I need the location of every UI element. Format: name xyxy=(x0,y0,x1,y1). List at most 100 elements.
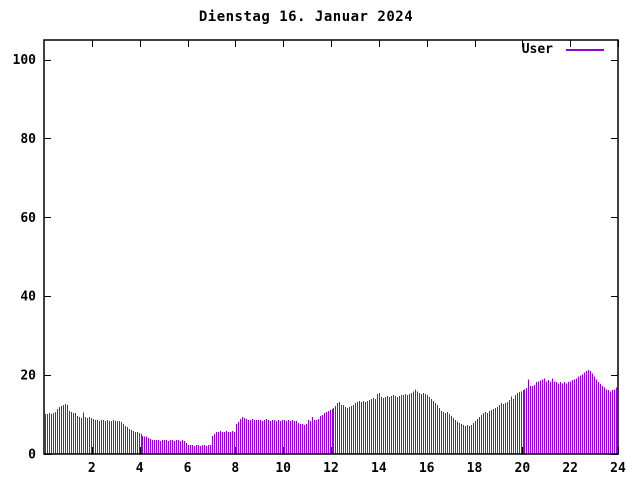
bar xyxy=(228,431,229,454)
bar xyxy=(461,424,462,454)
bar xyxy=(328,410,329,454)
bar xyxy=(45,414,46,454)
bar xyxy=(415,389,416,454)
bar xyxy=(503,403,504,454)
bar xyxy=(274,420,275,454)
bar xyxy=(337,403,338,454)
bar xyxy=(300,424,301,454)
y-tick-label: 0 xyxy=(28,448,36,463)
bar xyxy=(162,440,163,454)
bar xyxy=(355,403,356,454)
bar xyxy=(409,394,410,454)
bar xyxy=(81,418,82,454)
bar xyxy=(312,416,313,454)
bar xyxy=(359,401,360,454)
bar xyxy=(248,420,249,454)
bar xyxy=(55,412,56,454)
bar xyxy=(107,420,108,454)
bar xyxy=(133,431,134,454)
bar xyxy=(170,440,171,454)
y-tick-label: 100 xyxy=(13,53,37,68)
bar xyxy=(166,440,167,454)
bar xyxy=(95,420,96,454)
bar xyxy=(333,408,334,454)
bar xyxy=(160,440,161,454)
bar xyxy=(113,420,114,454)
bar xyxy=(425,394,426,454)
bar xyxy=(262,420,263,454)
bar xyxy=(158,440,159,454)
bar xyxy=(250,420,251,454)
bar xyxy=(220,431,221,454)
bar xyxy=(365,401,366,454)
x-tick-label: 12 xyxy=(323,461,339,476)
bar xyxy=(367,401,368,454)
bar xyxy=(156,440,157,454)
bar xyxy=(144,436,145,454)
bar xyxy=(349,407,350,454)
bar xyxy=(449,414,450,454)
bar xyxy=(429,397,430,454)
bar xyxy=(276,420,277,454)
bar xyxy=(256,420,257,454)
bar xyxy=(574,379,575,454)
bar xyxy=(137,431,138,454)
bar xyxy=(451,416,452,454)
bar xyxy=(572,380,573,454)
bar xyxy=(544,378,545,454)
bar xyxy=(604,387,605,454)
bar xyxy=(475,420,476,454)
bar xyxy=(306,424,307,454)
bar xyxy=(214,433,215,454)
bar xyxy=(483,412,484,454)
bar xyxy=(395,396,396,454)
bar xyxy=(198,444,199,454)
bar xyxy=(491,410,492,454)
bar xyxy=(401,395,402,454)
bar xyxy=(222,431,223,454)
bar xyxy=(513,399,514,454)
bar xyxy=(89,416,90,454)
bar xyxy=(582,374,583,454)
bar xyxy=(377,394,378,454)
bar xyxy=(332,409,333,454)
bar xyxy=(294,420,295,454)
bar xyxy=(246,418,247,454)
bar xyxy=(469,425,470,454)
bar xyxy=(75,412,76,454)
bar xyxy=(598,382,599,454)
bar xyxy=(326,412,327,454)
bar xyxy=(463,425,464,454)
bar xyxy=(174,440,175,454)
x-tick-label: 6 xyxy=(184,461,192,476)
bar xyxy=(150,439,151,454)
bar xyxy=(49,412,50,454)
bar xyxy=(240,418,241,454)
bar xyxy=(91,418,92,454)
bar xyxy=(530,386,531,454)
bar xyxy=(588,369,589,454)
bar xyxy=(318,418,319,454)
bar xyxy=(103,420,104,454)
bar xyxy=(129,429,130,454)
bar xyxy=(99,420,100,454)
bar xyxy=(172,440,173,454)
bar xyxy=(146,436,147,454)
bar xyxy=(584,372,585,454)
bar xyxy=(411,393,412,454)
bar xyxy=(302,424,303,454)
bar xyxy=(310,420,311,454)
bar xyxy=(284,420,285,454)
bar xyxy=(67,405,68,454)
chart-title: Dienstag 16. Januar 2024 xyxy=(198,9,414,25)
bar xyxy=(218,431,219,454)
bar xyxy=(526,388,527,454)
bar xyxy=(184,440,185,454)
bar xyxy=(576,378,577,454)
y-tick-label: 40 xyxy=(20,290,36,305)
bar xyxy=(385,397,386,454)
bar xyxy=(439,408,440,454)
bar xyxy=(154,440,155,454)
bar xyxy=(194,446,195,454)
bar xyxy=(493,409,494,454)
